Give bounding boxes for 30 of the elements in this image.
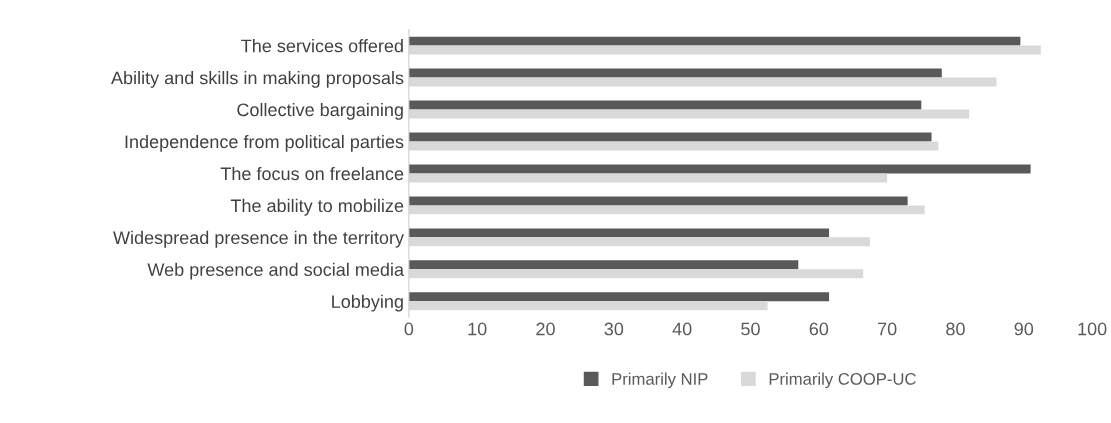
bar	[408, 260, 799, 270]
bar	[408, 228, 830, 238]
x-tick-label: 40	[672, 322, 692, 336]
x-tick-label: 20	[536, 322, 555, 336]
y-tick-label: Collective bargaining	[237, 102, 403, 120]
legend-label: Primarily NIP	[612, 372, 708, 389]
bar	[408, 164, 1031, 174]
x-tick-label: 90	[1014, 322, 1034, 336]
x-tick-label: 10	[468, 322, 487, 336]
bar	[408, 68, 942, 78]
x-tick-label: 0	[404, 322, 414, 336]
x-tick-label: 70	[878, 322, 897, 336]
legend-label: Primarily COOP-UC	[769, 372, 916, 389]
bar	[408, 100, 922, 110]
x-tick-label: 30	[604, 322, 624, 336]
x-tick-label: 100	[1078, 322, 1107, 336]
y-tick-label: Web presence and social media	[147, 262, 404, 280]
y-tick-label: The focus on freelance	[220, 166, 404, 181]
bar	[408, 196, 908, 206]
x-tick-label: 80	[946, 322, 965, 336]
y-tick-label: The ability to mobilize	[230, 198, 404, 216]
x-tick-label: 50	[741, 322, 760, 336]
y-tick-label: Independence from political parties	[125, 134, 404, 152]
y-tick-label: The services offered	[241, 39, 403, 53]
y-tick-label: Ability and skills in making proposals	[111, 71, 404, 88]
x-tick-label: 60	[809, 322, 829, 336]
bar	[408, 292, 830, 302]
y-tick-label: Lobbying	[332, 294, 403, 312]
bar	[408, 36, 1021, 46]
y-tick-label: Widespread presence in the territory	[113, 230, 404, 248]
